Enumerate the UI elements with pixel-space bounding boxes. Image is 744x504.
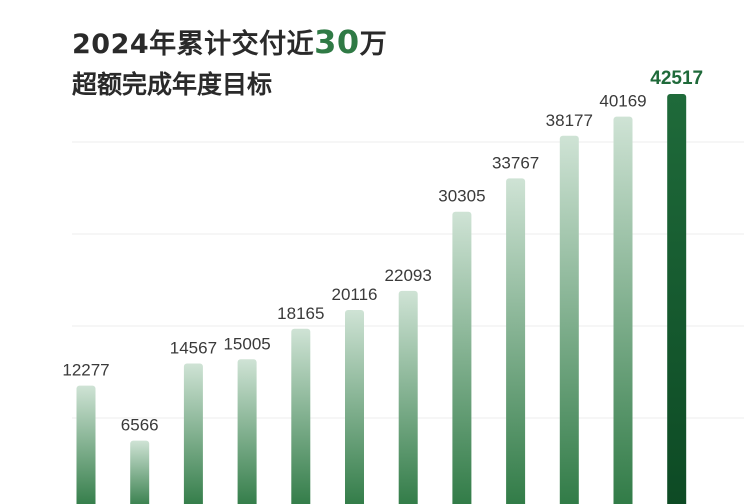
- title-highlight: 30: [314, 23, 360, 61]
- value-label-6: 20116: [331, 285, 377, 304]
- bar-10: [559, 135, 579, 504]
- value-label-10: 38177: [546, 111, 593, 130]
- value-label-5: 18165: [277, 304, 324, 323]
- value-labels: 12277 6566 14567 15005 18165 20116 22093 30305 3…: [62, 68, 703, 435]
- value-label-2: 6566: [121, 416, 159, 435]
- title-prefix: 2024年累计交付近: [72, 29, 315, 60]
- bar-5: [291, 328, 311, 504]
- value-label-11: 40169: [599, 92, 646, 111]
- chart-title: 2024年累计交付近30万: [72, 24, 387, 63]
- value-label-8: 30305: [438, 187, 485, 206]
- value-label-7: 22093: [385, 266, 432, 285]
- value-label-1: 12277: [62, 361, 109, 380]
- bar-3: [183, 363, 203, 504]
- bar-7: [398, 290, 418, 504]
- bar-1: [76, 385, 96, 504]
- chart-subtitle: 超额完成年度目标: [72, 70, 273, 99]
- bar-12: [667, 93, 687, 504]
- bar-11: [613, 116, 633, 504]
- bar-9: [506, 178, 526, 504]
- value-label-9: 33767: [492, 153, 539, 172]
- value-label-12: 42517: [650, 68, 703, 89]
- value-label-3: 14567: [170, 339, 217, 358]
- header: 2024年累计交付近30万 超额完成年度目标: [72, 24, 387, 103]
- bar-2: [130, 440, 150, 504]
- bars: [76, 93, 687, 504]
- title-suffix: 万: [359, 29, 388, 60]
- bar-4: [237, 359, 257, 504]
- value-label-4: 15005: [223, 334, 270, 353]
- bar-8: [452, 211, 472, 504]
- bar-6: [345, 309, 364, 504]
